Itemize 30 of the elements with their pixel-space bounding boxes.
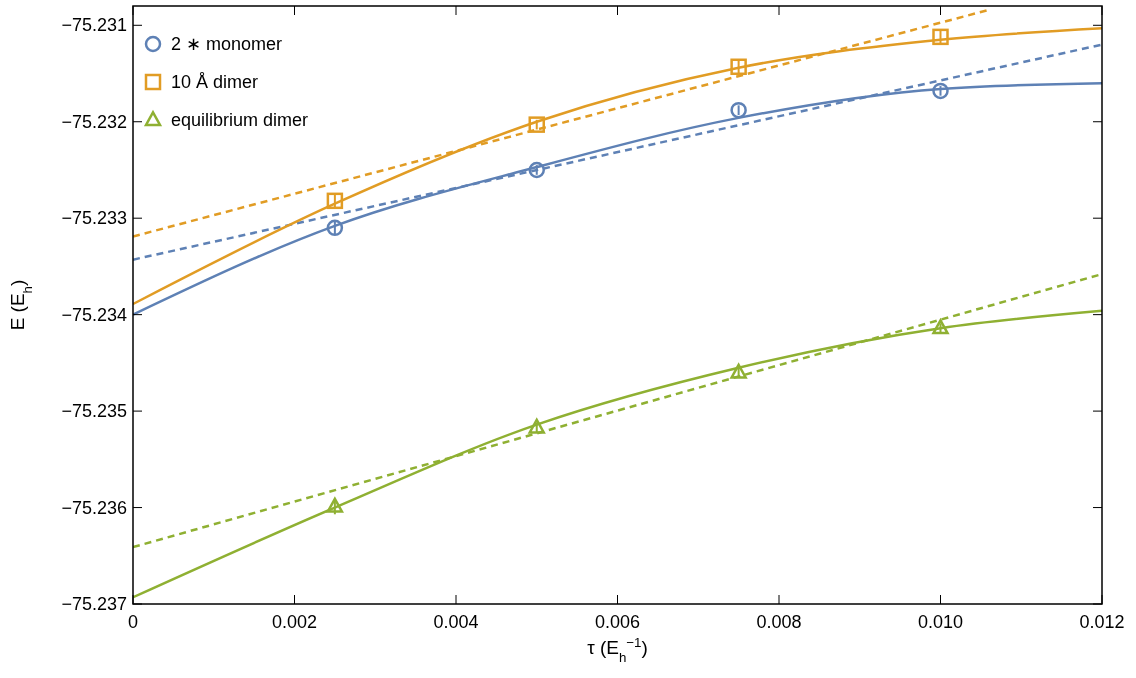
y-tick-label: −75.234 (61, 304, 127, 325)
y-tick-label: −75.232 (61, 111, 127, 132)
x-tick-label: 0.002 (271, 612, 318, 632)
point (326, 192, 344, 210)
point (730, 363, 747, 379)
legend-label: 10 Å dimer (171, 72, 259, 92)
x-axis-title: τ (E$_{h}$$^{−1}$) (587, 634, 648, 665)
point (730, 101, 747, 119)
x-tick-label: 0 (127, 612, 139, 632)
y-tick-label: −75.233 (61, 208, 127, 229)
point (528, 116, 545, 133)
point (932, 28, 949, 46)
x-tick-label: 0.008 (756, 612, 802, 632)
y-tick-label: −75.236 (61, 497, 127, 518)
point (528, 161, 545, 179)
point (932, 82, 949, 100)
point (326, 219, 344, 237)
x-tick-label: 0.010 (917, 612, 964, 632)
y-tick-label: −75.231 (61, 15, 127, 36)
y-tick-label: −75.235 (61, 401, 127, 422)
point (932, 319, 949, 335)
point (326, 497, 344, 513)
y-tick-label: −75.237 (61, 594, 127, 614)
x-tick-label: 0.004 (433, 612, 479, 632)
legend-label: 2 ∗ monomer (171, 34, 283, 54)
point (730, 58, 747, 76)
x-tick-label: 0.006 (594, 612, 641, 632)
legend-label: equilibrium dimer (171, 110, 309, 130)
x-tick-label: 0.012 (1079, 612, 1125, 632)
point (528, 418, 545, 434)
